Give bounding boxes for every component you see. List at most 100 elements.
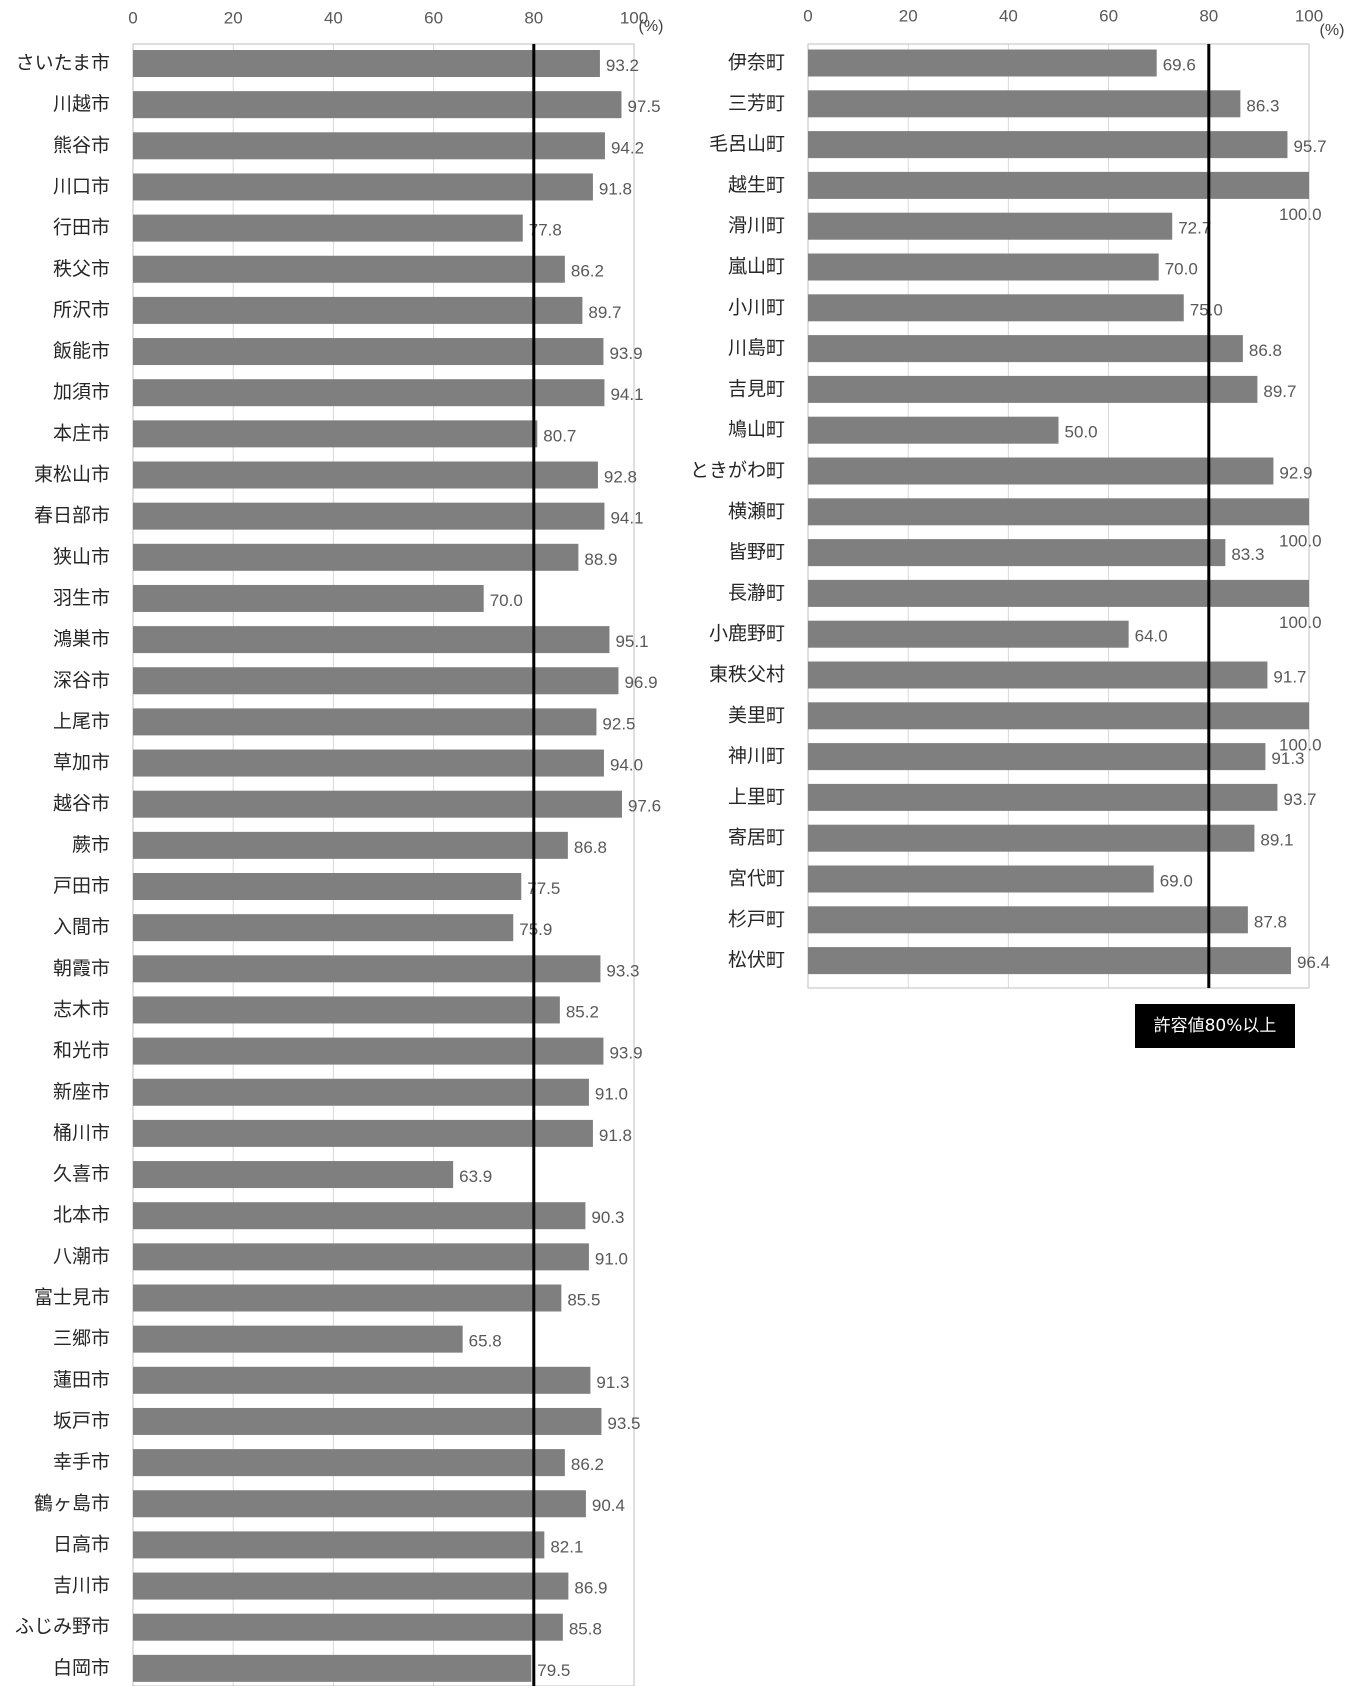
value-label: 100.0 xyxy=(1279,613,1322,632)
bar xyxy=(808,865,1154,893)
value-label: 77.8 xyxy=(529,221,562,240)
bar xyxy=(808,375,1258,403)
bar xyxy=(133,1449,565,1477)
bar xyxy=(808,947,1291,975)
category-label: 川口市 xyxy=(53,175,110,197)
value-label: 95.1 xyxy=(615,632,648,651)
category-label: 東秩父村 xyxy=(709,664,785,686)
bar xyxy=(133,1572,569,1600)
bar xyxy=(133,626,610,654)
bar xyxy=(808,824,1255,852)
category-label: 宮代町 xyxy=(728,868,785,890)
x-tick-label: 80 xyxy=(1199,6,1218,25)
x-tick-label: 0 xyxy=(803,6,812,25)
category-label: 蕨市 xyxy=(72,834,110,856)
chart-panel-towns: 0 20 40 60 80 100(%) 伊奈町 69.6 三芳町 86.3 毛呂山町 95.7 越生町… xyxy=(690,6,1344,989)
value-label: 100.0 xyxy=(1279,735,1322,754)
category-label: 戸田市 xyxy=(53,875,110,897)
category-label: ふじみ野市 xyxy=(15,1616,110,1638)
value-label: 64.0 xyxy=(1135,627,1168,646)
category-label: 吉見町 xyxy=(728,378,785,400)
value-label: 93.3 xyxy=(606,961,639,980)
category-label: 小鹿野町 xyxy=(709,623,785,645)
bar xyxy=(133,502,605,530)
x-tick-label: 0 xyxy=(128,8,137,27)
category-label: さいたま市 xyxy=(16,52,110,74)
category-label: 北本市 xyxy=(53,1204,110,1226)
bar xyxy=(133,296,583,324)
category-label: 上尾市 xyxy=(53,710,110,732)
bar xyxy=(133,173,593,201)
category-label: 松伏町 xyxy=(728,949,785,971)
value-label: 75.9 xyxy=(519,920,552,939)
bar xyxy=(808,743,1266,771)
bar xyxy=(808,416,1059,444)
bar xyxy=(133,1325,463,1353)
bar xyxy=(808,783,1278,811)
category-label: 皆野町 xyxy=(728,541,785,563)
value-label: 85.2 xyxy=(566,1002,599,1021)
value-label: 75.0 xyxy=(1190,300,1223,319)
value-label: 91.3 xyxy=(596,1373,629,1392)
bar xyxy=(133,91,622,119)
value-label: 93.7 xyxy=(1283,790,1316,809)
value-label: 87.8 xyxy=(1254,912,1287,931)
value-label: 86.9 xyxy=(574,1579,607,1598)
value-label: 92.8 xyxy=(604,467,637,486)
value-label: 94.1 xyxy=(610,509,643,528)
category-label: 久喜市 xyxy=(53,1163,110,1185)
chart-panel-cities: 0 20 40 60 80 100(%) さいたま市 93.2 川越市 97.5 熊谷市 94.2 川口… xyxy=(15,8,663,1686)
bar xyxy=(133,873,522,900)
value-label: 80.7 xyxy=(543,426,576,445)
value-label: 85.5 xyxy=(567,1290,600,1309)
x-tick-label: 100 xyxy=(1295,6,1323,25)
category-label: 秩父市 xyxy=(53,258,110,280)
category-label: 富士見市 xyxy=(34,1287,110,1309)
category-label: 幸手市 xyxy=(53,1451,110,1473)
value-label: 91.8 xyxy=(599,1126,632,1145)
value-label: 91.0 xyxy=(595,1249,628,1268)
category-label: 伊奈町 xyxy=(728,52,785,74)
value-label: 70.0 xyxy=(1165,259,1198,278)
bar xyxy=(133,1531,545,1559)
category-label: 白岡市 xyxy=(53,1657,110,1679)
x-tick-label: 40 xyxy=(324,8,343,27)
category-label: 飯能市 xyxy=(53,340,110,362)
value-label: 79.5 xyxy=(537,1661,570,1680)
value-label: 91.8 xyxy=(599,179,632,198)
bar xyxy=(133,461,598,489)
category-label: 横瀬町 xyxy=(728,500,785,522)
bar xyxy=(808,702,1309,730)
x-tick-label: 60 xyxy=(424,8,443,27)
bar xyxy=(133,584,484,612)
category-label: 桶川市 xyxy=(53,1122,110,1144)
value-label: 89.1 xyxy=(1260,831,1293,850)
category-label: 川島町 xyxy=(728,337,785,359)
value-label: 69.0 xyxy=(1160,871,1193,890)
value-label: 97.5 xyxy=(627,97,660,116)
bar xyxy=(133,996,560,1024)
value-label: 83.3 xyxy=(1231,545,1264,564)
x-unit-label: (%) xyxy=(639,18,664,35)
value-label: 91.3 xyxy=(1271,749,1304,768)
bar xyxy=(133,1243,589,1271)
category-label: 朝霞市 xyxy=(53,957,110,979)
bar xyxy=(133,1654,532,1682)
value-label: 92.9 xyxy=(1279,463,1312,482)
category-label: 新座市 xyxy=(53,1081,110,1103)
bar xyxy=(808,620,1129,648)
bar xyxy=(808,335,1243,363)
category-label: 熊谷市 xyxy=(53,134,110,156)
bar xyxy=(808,906,1248,934)
bar xyxy=(133,1613,563,1641)
category-label: 鴻巣市 xyxy=(53,628,110,650)
value-label: 50.0 xyxy=(1065,423,1098,442)
bar xyxy=(808,253,1159,281)
category-label: 鶴ヶ島市 xyxy=(34,1492,110,1514)
bar xyxy=(133,831,568,859)
category-label: 坂戸市 xyxy=(53,1410,110,1432)
category-label: 東松山市 xyxy=(34,464,110,486)
bar xyxy=(133,749,604,777)
category-label: 本庄市 xyxy=(53,422,110,444)
bar xyxy=(133,955,601,983)
